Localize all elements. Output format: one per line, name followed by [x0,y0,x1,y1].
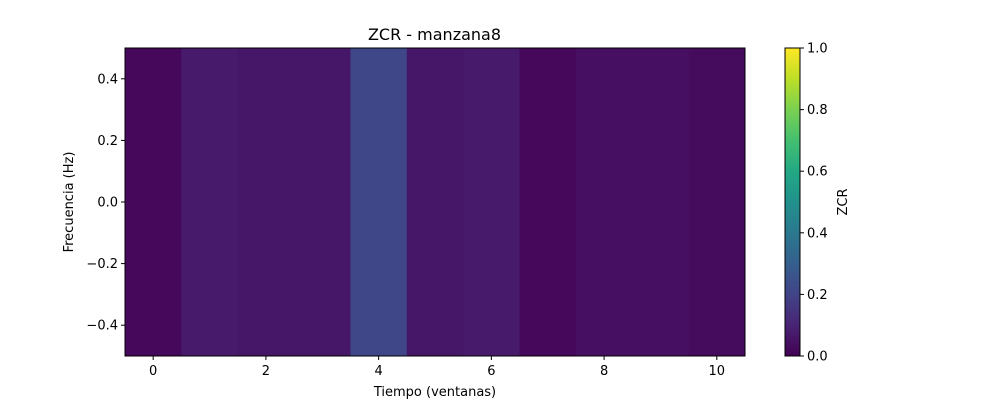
heatmap-cell [350,48,408,356]
x-tick-label: 2 [262,364,270,379]
x-axis-ticks: 0 2 4 6 8 10 [149,356,725,379]
y-tick-label: −0.2 [86,257,118,272]
x-tick-label: 6 [487,364,495,379]
heatmap-cell [181,48,239,356]
colorbar-tick-label: 0.4 [807,226,828,241]
colorbar [784,47,801,357]
heatmap-cell [575,48,633,356]
chart-title: ZCR - manzana8 [368,25,501,44]
x-tick-label: 8 [600,364,608,379]
heatmap-cell [688,48,746,356]
colorbar-tick-label: 0.2 [807,288,828,303]
x-tick-label: 10 [709,364,726,379]
heatmap-cell [406,48,464,356]
x-tick-label: 4 [374,364,382,379]
y-tick-label: −0.4 [86,319,118,334]
colorbar-tick-label: 1.0 [807,42,828,57]
heatmap-cell [125,48,182,356]
y-tick-label: 0.4 [97,72,118,87]
colorbar-tick-label: 0.8 [807,103,828,118]
colorbar-tick-label: 0.6 [807,165,828,180]
colorbar-label: ZCR [836,188,851,215]
heatmap-cell [463,48,521,356]
y-tick-label: 0.0 [97,196,118,211]
x-tick-label: 0 [149,364,157,379]
heatmap-cell [237,48,295,356]
heatmap-cells [125,48,746,356]
heatmap-cell [632,48,690,356]
y-axis-ticks: 0.4 0.2 0.0 −0.2 −0.4 [86,72,125,334]
y-tick-label: 0.2 [97,134,118,149]
colorbar-tick-label: 0.0 [807,350,828,365]
y-axis-label: Frecuencia (Hz) [62,152,77,253]
heatmap-cell [519,48,577,356]
colorbar-ticks: 0.0 0.2 0.4 0.6 0.8 1.0 [800,42,828,365]
heatmap-cell [294,48,351,356]
x-axis-label: Tiempo (ventanas) [373,385,496,400]
